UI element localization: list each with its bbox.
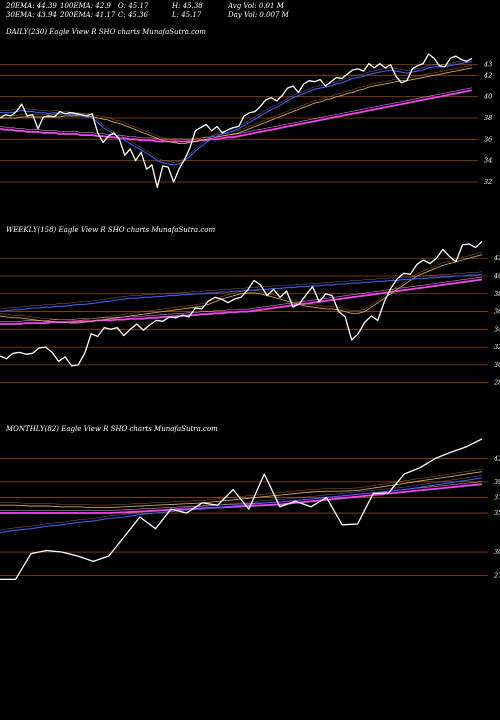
daily-chart: 43 42 40 38 36 34 32: [0, 53, 492, 188]
monthly-price-line: [0, 438, 483, 581]
stat-200ema: 200EMA: 41.17: [60, 11, 116, 19]
weekly-ema-fast-band: [0, 271, 483, 310]
weekly-ema-slow-line: [0, 278, 483, 325]
monthly-tick-label: 39: [494, 478, 500, 486]
daily-tick-label: 38: [484, 114, 492, 122]
weekly-title: WEEKLY(158) Eagle View R SHO charts Muna…: [6, 226, 216, 234]
weekly-tick-label: 42: [493, 254, 500, 262]
daily-ema-slow-band: [0, 87, 473, 140]
weekly-tick-label: 36: [494, 308, 500, 316]
daily-tick-label: 32: [484, 178, 492, 186]
stat-close: C: 45.36: [118, 11, 148, 19]
weekly-tick-label: 40: [493, 272, 500, 280]
weekly-ema-mid-line: [0, 254, 483, 324]
stat-30ema: 30EMA: 43.94: [6, 11, 57, 19]
weekly-chart: 42 40 38 36 34 32 30 28: [0, 240, 500, 387]
stat-20ema: 20EMA: 44.39: [6, 2, 57, 10]
monthly-ema-fast-line: [0, 477, 483, 534]
monthly-ema-fast-band: [0, 475, 483, 531]
weekly-tick-label: 28: [493, 379, 500, 387]
daily-tick-label: 40: [483, 93, 492, 101]
daily-price-line: [0, 53, 473, 188]
daily-tick-label: 43: [483, 61, 492, 69]
monthly-ema-mid-band: [0, 468, 483, 506]
daily-ema-mid-band: [0, 65, 473, 142]
monthly-ema-slow-line: [0, 483, 483, 514]
monthly-tick-label: 37: [494, 493, 500, 501]
monthly-title: MONTHLY(82) Eagle View R SHO charts Muna…: [6, 425, 218, 433]
daily-ema-slow-line: [0, 89, 473, 143]
weekly-ema-fast-line: [0, 273, 483, 313]
monthly-ema-mid-line: [0, 471, 483, 509]
weekly-ema-slow-band: [0, 276, 483, 322]
indicator-header: 20EMA: 44.39 100EMA: 42.9 O: 45.17 H: 45…: [0, 0, 500, 22]
weekly-tick-label: 30: [494, 361, 500, 369]
stat-day-vol: Day Vol: 0.007 M: [228, 11, 289, 19]
daily-tick-label: 34: [484, 157, 492, 165]
stat-100ema: 100EMA: 42.9: [60, 2, 111, 10]
daily-panel: DAILY(230) Eagle View R SHO charts Munaf…: [0, 28, 500, 208]
monthly-chart: 42 39 37 35 30 27: [0, 438, 500, 581]
stat-high: H: 45.38: [172, 2, 203, 10]
weekly-tick-label: 32: [494, 343, 500, 351]
weekly-tick-label: 34: [494, 325, 500, 333]
monthly-tick-label: 30: [494, 548, 500, 556]
daily-tick-label: 42: [483, 71, 492, 79]
weekly-ema-mid-band: [0, 251, 483, 321]
daily-title: DAILY(230) Eagle View R SHO charts Munaf…: [6, 28, 206, 36]
stat-open: O: 45.17: [118, 2, 149, 10]
monthly-panel: MONTHLY(82) Eagle View R SHO charts Muna…: [0, 425, 500, 605]
monthly-tick-label: 35: [494, 509, 500, 517]
weekly-tick-label: 38: [494, 290, 500, 298]
daily-ema-mid-line: [0, 67, 473, 145]
daily-ema-fast-band: [0, 58, 473, 163]
weekly-panel: WEEKLY(158) Eagle View R SHO charts Muna…: [0, 226, 500, 406]
stat-low: L: 45.17: [172, 11, 202, 19]
weekly-price-line: [0, 240, 483, 367]
monthly-tick-label: 42: [493, 454, 500, 462]
daily-tick-label: 36: [484, 135, 492, 143]
monthly-tick-label: 27: [493, 571, 500, 579]
stat-avg-vol: Avg Vol: 0.01 M: [228, 2, 284, 10]
